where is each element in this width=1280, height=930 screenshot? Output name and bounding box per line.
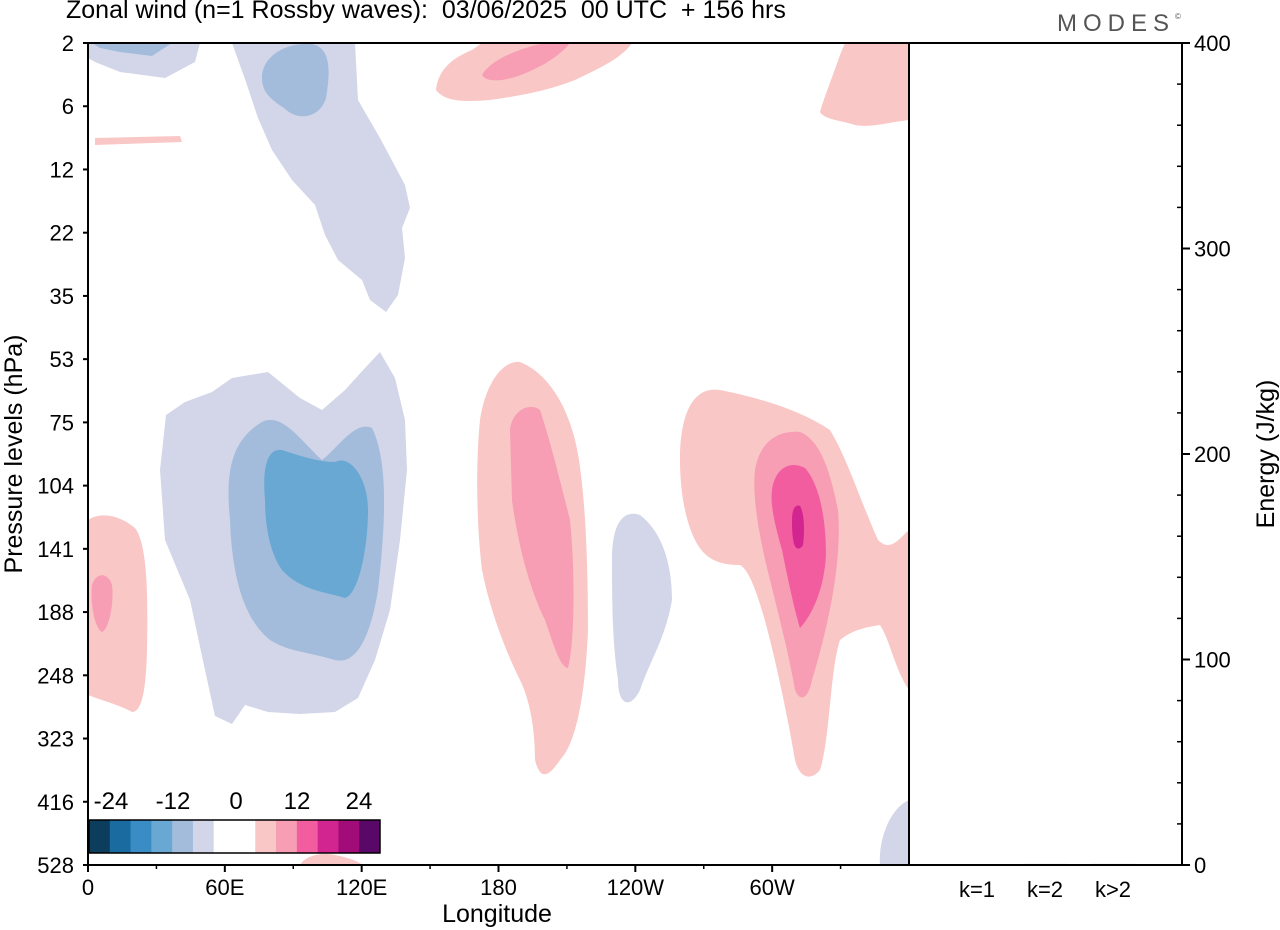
energy-axis: 0 100 200 300 400 [1177, 31, 1231, 878]
contour-negative [88, 43, 200, 78]
chart-title: Zonal wind (n=1 Rossby waves): 03/06/202… [66, 0, 786, 24]
y-tick-label: 323 [37, 727, 74, 752]
colorbar-label: 24 [346, 788, 373, 815]
colorbar-swatch [338, 820, 360, 853]
y-tick-label: 416 [37, 790, 74, 815]
colorbar-swatch [234, 820, 256, 853]
energy-tick-label: 200 [1194, 442, 1231, 467]
energy-bar [1091, 863, 1135, 866]
colorbar-swatch [213, 820, 235, 853]
y-tick-label: 141 [37, 537, 74, 562]
colorbar-swatch [109, 820, 132, 853]
y-tick-label: 75 [50, 410, 74, 435]
pressure-axis: 2 6 12 22 35 53 75 104 141 188 248 323 416 528 [37, 31, 88, 878]
contour-negative [879, 800, 909, 865]
y-tick-label: 6 [62, 94, 74, 119]
y-tick-label: 188 [37, 600, 74, 625]
colorbar-swatch [192, 820, 215, 853]
colorbar-label: 0 [229, 788, 242, 815]
y-tick-label: 2 [62, 31, 74, 56]
energy-axis-title: Energy (J/kg) [1252, 380, 1280, 529]
colorbar-swatch [130, 820, 152, 853]
contour-positive [820, 43, 909, 126]
colorbar-swatch [317, 820, 339, 853]
x-tick-label: 120W [607, 875, 665, 900]
energy-category-label: k>2 [1095, 877, 1131, 902]
contour-negative [92, 43, 172, 56]
energy-tick-label: 400 [1194, 31, 1231, 56]
colorbar-swatch [276, 820, 298, 853]
energy-category-label: k=2 [1027, 877, 1063, 902]
contour-positive [510, 406, 574, 668]
x-tick-label: 0 [82, 875, 94, 900]
colorbar-legend: -24 -12 0 12 24 [88, 788, 381, 854]
x-tick-label: 120E [336, 875, 387, 900]
colorbar-swatch [296, 820, 319, 853]
energy-bars: k=1 k=2 k>2 [955, 863, 1135, 902]
contour-positive [482, 43, 570, 81]
energy-bar [955, 864, 999, 866]
logo-text: MODES [1057, 10, 1176, 37]
x-tick-label: 60W [750, 875, 795, 900]
contour-positive [95, 136, 182, 145]
colorbar-label: -12 [156, 788, 191, 815]
contour-positive [436, 43, 632, 101]
x-axis-title: Longitude [442, 900, 552, 928]
colorbar-swatches [89, 820, 381, 853]
colorbar-swatch [151, 820, 173, 853]
x-tick-label: 180 [480, 875, 517, 900]
energy-bar [1023, 863, 1067, 866]
colorbar-swatch [89, 820, 111, 853]
y-tick-label: 22 [50, 221, 74, 246]
contour-negative [264, 449, 368, 598]
longitude-axis: 0 60E 120E 180 120W 60W [82, 865, 842, 900]
energy-tick-label: 100 [1194, 648, 1231, 673]
logo-mark: © [1175, 12, 1181, 21]
y-tick-label: 104 [37, 474, 74, 499]
contour-negative [262, 43, 329, 117]
y-tick-label: 12 [50, 157, 74, 182]
y-tick-label: 248 [37, 663, 74, 688]
colorbar-label: 12 [284, 788, 311, 815]
contour-positive [88, 515, 148, 712]
colorbar-label: -24 [94, 788, 129, 815]
x-tick-label: 60E [205, 875, 244, 900]
contour-positive [91, 575, 113, 632]
wind-contours [88, 43, 909, 865]
y-tick-label: 35 [50, 284, 74, 309]
colorbar-swatch [172, 820, 194, 853]
energy-category-label: k=1 [959, 877, 995, 902]
y-axis-title: Pressure levels (hPa) [0, 335, 28, 574]
energy-tick-label: 0 [1194, 853, 1206, 878]
y-tick-label: 53 [50, 347, 74, 372]
contour-negative [612, 513, 672, 703]
y-tick-label: 528 [37, 853, 74, 878]
contour-positive [300, 854, 362, 865]
contour-positive [792, 505, 804, 549]
energy-tick-label: 300 [1194, 237, 1231, 262]
contour-negative [232, 43, 410, 312]
colorbar-swatch [255, 820, 277, 853]
plot-frame-right [908, 42, 1183, 866]
colorbar-swatch [359, 820, 381, 853]
modes-logo: MODES© [1057, 10, 1181, 38]
